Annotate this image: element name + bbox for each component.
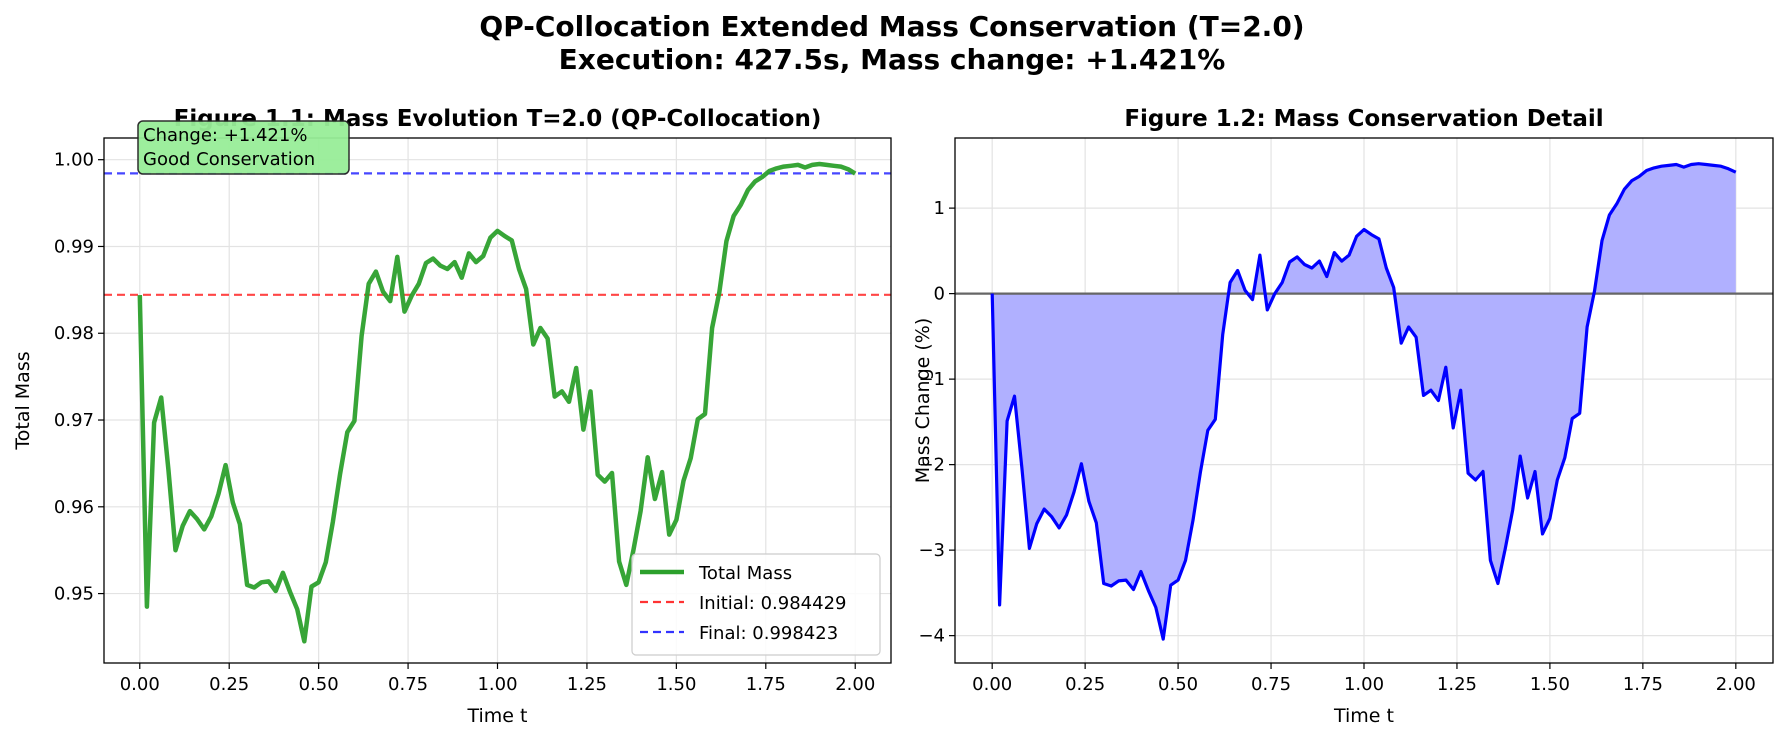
chart-title: Figure 1.2: Mass Conservation Detail [1124, 106, 1603, 132]
annotation-box [137, 120, 350, 175]
x-tick-label: 1.50 [656, 674, 696, 695]
x-axis-label: Time t [1333, 705, 1394, 727]
x-tick-label: 1.75 [746, 674, 786, 695]
x-tick-label: 2.00 [835, 674, 875, 695]
y-tick-label: 0.99 [54, 236, 94, 257]
legend-label-initial: Initial: 0.984429 [699, 593, 846, 614]
conservation-annotation: Change: +1.421% Good Conservation [137, 120, 350, 175]
annotation-change: Change: +1.421% [143, 125, 307, 146]
figure-title-line2: Execution: 427.5s, Mass change: +1.421% [559, 43, 1226, 76]
y-axis-label: Mass Change (%) [912, 318, 934, 484]
total-mass-line [137, 161, 857, 644]
axis-ticks: 0.00 0.25 0.50 0.75 1.00 1.25 1.50 1.75 2.00 −4 −3… [918, 198, 1755, 695]
y-tick-label: 0.96 [54, 497, 94, 518]
axis-ticks: 0.00 0.25 0.50 0.75 1.00 1.25 1.50 1.75 2.00 0.95… [54, 150, 875, 695]
x-tick-label: 1.00 [477, 674, 517, 695]
x-axis-label: Time t [467, 705, 528, 727]
legend-label-final: Final: 0.998423 [699, 623, 838, 644]
y-tick-label: −2 [918, 455, 945, 476]
x-tick-label: 1.75 [1623, 674, 1663, 695]
y-tick-label: 0 [934, 284, 945, 305]
series-layer [955, 162, 1773, 641]
annotation-status: Good Conservation [143, 149, 315, 170]
x-tick-label: 0.00 [120, 674, 160, 695]
mass-evolution-chart: 0.00 0.25 0.50 0.75 1.00 1.25 1.50 1.75 2.00 0.95… [12, 106, 892, 727]
legend-label-total-mass: Total Mass [698, 563, 792, 584]
y-tick-label: −4 [918, 626, 945, 647]
x-tick-label: 1.25 [567, 674, 607, 695]
x-tick-label: 2.00 [1716, 674, 1756, 695]
y-tick-label: 0.95 [54, 584, 94, 605]
x-tick-label: 1.50 [1530, 674, 1570, 695]
x-tick-label: 0.25 [209, 674, 249, 695]
legend-frame [631, 553, 881, 656]
mass-change-detail-chart: 0.00 0.25 0.50 0.75 1.00 1.25 1.50 1.75 2.00 −4 −3… [912, 106, 1774, 727]
y-tick-label: 1.00 [54, 150, 94, 171]
y-tick-label: −3 [918, 540, 945, 561]
x-tick-label: 0.00 [972, 674, 1012, 695]
y-tick-label: 0.98 [54, 323, 94, 344]
y-tick-label: −1 [918, 369, 945, 390]
mass-change-area [992, 163, 1736, 640]
x-tick-label: 1.00 [1344, 674, 1384, 695]
x-tick-label: 0.75 [388, 674, 428, 695]
x-tick-label: 1.25 [1437, 674, 1477, 695]
y-tick-label: 1 [934, 198, 945, 219]
y-axis-label: Total Mass [12, 351, 34, 450]
y-tick-label: 0.97 [54, 410, 94, 431]
x-tick-label: 0.75 [1251, 674, 1291, 695]
legend: Total Mass Initial: 0.984429 Final: 0.99… [631, 553, 881, 656]
x-tick-label: 0.25 [1065, 674, 1105, 695]
x-tick-label: 0.50 [1158, 674, 1198, 695]
figure-title-line1: QP-Collocation Extended Mass Conservatio… [479, 10, 1304, 43]
x-tick-label: 0.50 [299, 674, 339, 695]
mass-change-line [990, 162, 1737, 641]
series-layer [137, 161, 857, 644]
